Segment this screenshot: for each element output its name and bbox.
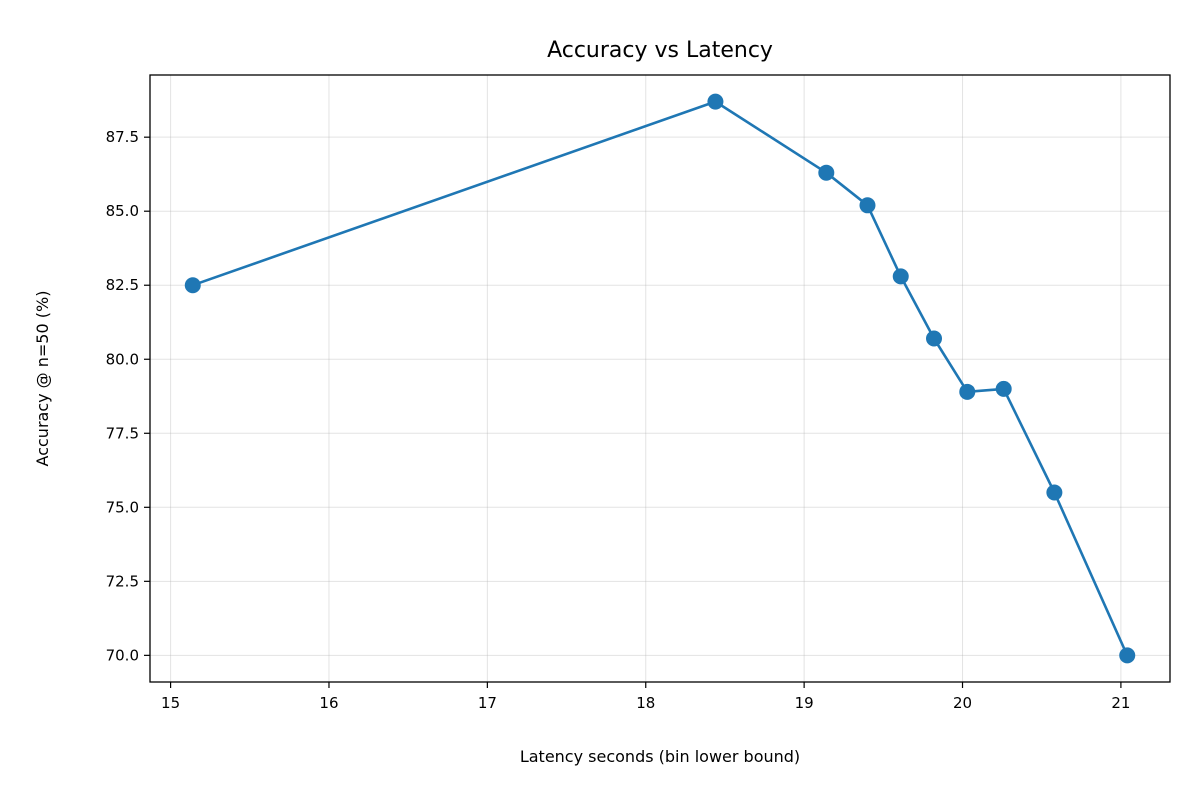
x-tick-label: 16 bbox=[319, 694, 338, 712]
data-point bbox=[818, 164, 835, 181]
data-point bbox=[859, 197, 876, 214]
y-axis-label: Accuracy @ n=50 (%) bbox=[33, 291, 52, 467]
x-tick-label: 15 bbox=[161, 694, 180, 712]
y-tick-label: 80.0 bbox=[106, 350, 139, 368]
y-tick-label: 82.5 bbox=[106, 276, 139, 294]
data-point bbox=[1119, 647, 1136, 664]
data-point bbox=[1046, 484, 1063, 501]
data-point bbox=[926, 330, 943, 347]
plot-frame bbox=[149, 74, 1171, 683]
x-tick-label: 19 bbox=[795, 694, 814, 712]
x-tick-label: 18 bbox=[636, 694, 655, 712]
y-tick-label: 72.5 bbox=[106, 572, 139, 590]
x-axis-label: Latency seconds (bin lower bound) bbox=[520, 747, 800, 766]
y-tick-label: 75.0 bbox=[106, 498, 139, 516]
data-point bbox=[184, 277, 201, 294]
x-tick-label: 20 bbox=[953, 694, 972, 712]
data-point bbox=[707, 93, 724, 110]
grid-layer bbox=[150, 75, 1170, 682]
y-tick-label: 85.0 bbox=[106, 202, 139, 220]
y-tick-label: 77.5 bbox=[106, 424, 139, 442]
y-tick-label: 87.5 bbox=[106, 128, 139, 146]
series-line bbox=[191, 100, 1129, 657]
x-tick-label: 17 bbox=[478, 694, 497, 712]
x-tick-label: 21 bbox=[1111, 694, 1130, 712]
chart-title: Accuracy vs Latency bbox=[547, 38, 773, 63]
data-point bbox=[959, 383, 976, 400]
data-point bbox=[995, 380, 1012, 397]
ticks-layer: 15 16 17 18 19 20 21 70.0 72.5 75.0 77.5 80.0 82.5 85… bbox=[106, 128, 1131, 712]
y-tick-label: 70.0 bbox=[106, 646, 139, 664]
series-layer bbox=[184, 93, 1136, 664]
data-point bbox=[892, 268, 909, 285]
